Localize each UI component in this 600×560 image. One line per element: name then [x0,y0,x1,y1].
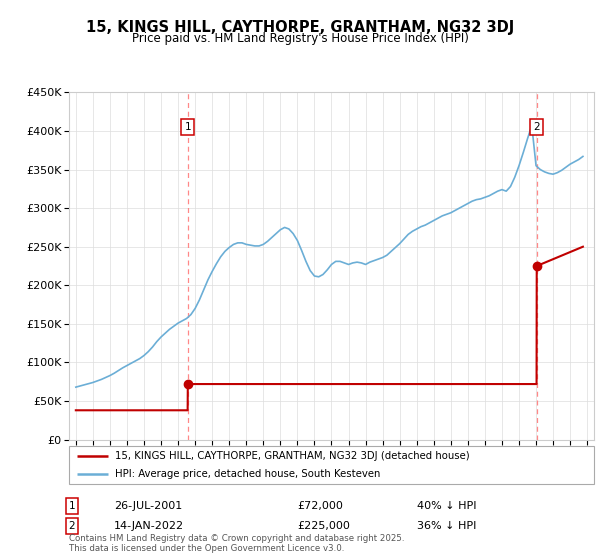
Text: 15, KINGS HILL, CAYTHORPE, GRANTHAM, NG32 3DJ: 15, KINGS HILL, CAYTHORPE, GRANTHAM, NG3… [86,20,514,35]
Text: 2: 2 [68,521,76,531]
Text: £225,000: £225,000 [297,521,350,531]
Text: 1: 1 [184,122,191,132]
Text: 15, KINGS HILL, CAYTHORPE, GRANTHAM, NG32 3DJ (detached house): 15, KINGS HILL, CAYTHORPE, GRANTHAM, NG3… [115,451,470,461]
Text: 2: 2 [533,122,540,132]
Text: £72,000: £72,000 [297,501,343,511]
Text: Price paid vs. HM Land Registry's House Price Index (HPI): Price paid vs. HM Land Registry's House … [131,32,469,45]
Text: 26-JUL-2001: 26-JUL-2001 [114,501,182,511]
Text: 14-JAN-2022: 14-JAN-2022 [114,521,184,531]
Text: 40% ↓ HPI: 40% ↓ HPI [417,501,476,511]
FancyBboxPatch shape [69,446,594,484]
Text: 36% ↓ HPI: 36% ↓ HPI [417,521,476,531]
Text: 1: 1 [68,501,76,511]
Text: HPI: Average price, detached house, South Kesteven: HPI: Average price, detached house, Sout… [115,469,380,479]
Text: Contains HM Land Registry data © Crown copyright and database right 2025.
This d: Contains HM Land Registry data © Crown c… [69,534,404,553]
